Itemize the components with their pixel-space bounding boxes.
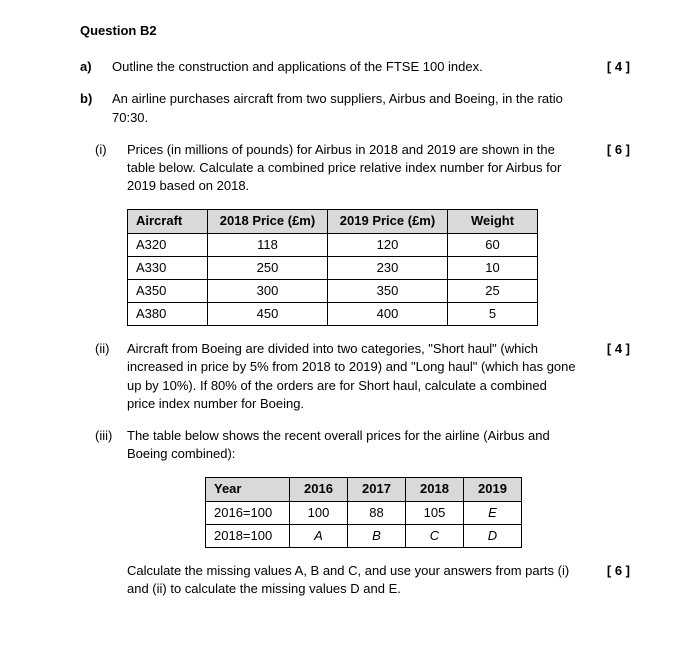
part-bi-marks: [ 6 ] bbox=[585, 141, 630, 196]
col-year: Year bbox=[206, 478, 290, 501]
part-biii: (iii) The table below shows the recent o… bbox=[80, 427, 630, 463]
table-header-row: Year 2016 2017 2018 2019 bbox=[206, 478, 522, 501]
calc-text: Calculate the missing values A, B and C,… bbox=[127, 562, 577, 598]
part-bii-text: Aircraft from Boeing are divided into tw… bbox=[127, 340, 577, 413]
table-row: A33025023010 bbox=[128, 256, 538, 279]
calc-marks: [ 6 ] bbox=[585, 562, 630, 598]
col-2019: 2019 Price (£m) bbox=[328, 210, 448, 233]
table-row: A3804504005 bbox=[128, 303, 538, 326]
table-row: A32011812060 bbox=[128, 233, 538, 256]
part-b-marks bbox=[585, 90, 630, 126]
part-a-marks: [ 4 ] bbox=[585, 58, 630, 76]
part-bii: (ii) Aircraft from Boeing are divided in… bbox=[80, 340, 630, 413]
calc-spacer bbox=[95, 562, 127, 598]
part-bii-marks: [ 4 ] bbox=[585, 340, 630, 413]
col-2019: 2019 bbox=[464, 478, 522, 501]
col-weight: Weight bbox=[448, 210, 538, 233]
col-2018: 2018 bbox=[406, 478, 464, 501]
part-bi-text: Prices (in millions of pounds) for Airbu… bbox=[127, 141, 577, 196]
table-row: 2018=100ABCD bbox=[206, 524, 522, 547]
calc-instruction: Calculate the missing values A, B and C,… bbox=[80, 562, 630, 598]
part-biii-label: (iii) bbox=[95, 427, 127, 463]
year-table: Year 2016 2017 2018 2019 2016=1001008810… bbox=[205, 477, 522, 548]
table-header-row: Aircraft 2018 Price (£m) 2019 Price (£m)… bbox=[128, 210, 538, 233]
part-b-label: b) bbox=[80, 90, 112, 126]
part-b-text: An airline purchases aircraft from two s… bbox=[112, 90, 577, 126]
table-row: A35030035025 bbox=[128, 279, 538, 302]
part-b: b) An airline purchases aircraft from tw… bbox=[80, 90, 630, 126]
col-2016: 2016 bbox=[290, 478, 348, 501]
part-a: a) Outline the construction and applicat… bbox=[80, 58, 630, 76]
question-title: Question B2 bbox=[80, 22, 630, 40]
table-row: 2016=10010088105E bbox=[206, 501, 522, 524]
part-a-text: Outline the construction and application… bbox=[112, 58, 577, 76]
col-2018: 2018 Price (£m) bbox=[208, 210, 328, 233]
part-bi: (i) Prices (in millions of pounds) for A… bbox=[80, 141, 630, 196]
aircraft-table: Aircraft 2018 Price (£m) 2019 Price (£m)… bbox=[127, 209, 538, 326]
part-bi-label: (i) bbox=[95, 141, 127, 196]
part-biii-text: The table below shows the recent overall… bbox=[127, 427, 577, 463]
part-bii-label: (ii) bbox=[95, 340, 127, 413]
col-2017: 2017 bbox=[348, 478, 406, 501]
part-biii-marks bbox=[585, 427, 630, 463]
col-aircraft: Aircraft bbox=[128, 210, 208, 233]
part-a-label: a) bbox=[80, 58, 112, 76]
